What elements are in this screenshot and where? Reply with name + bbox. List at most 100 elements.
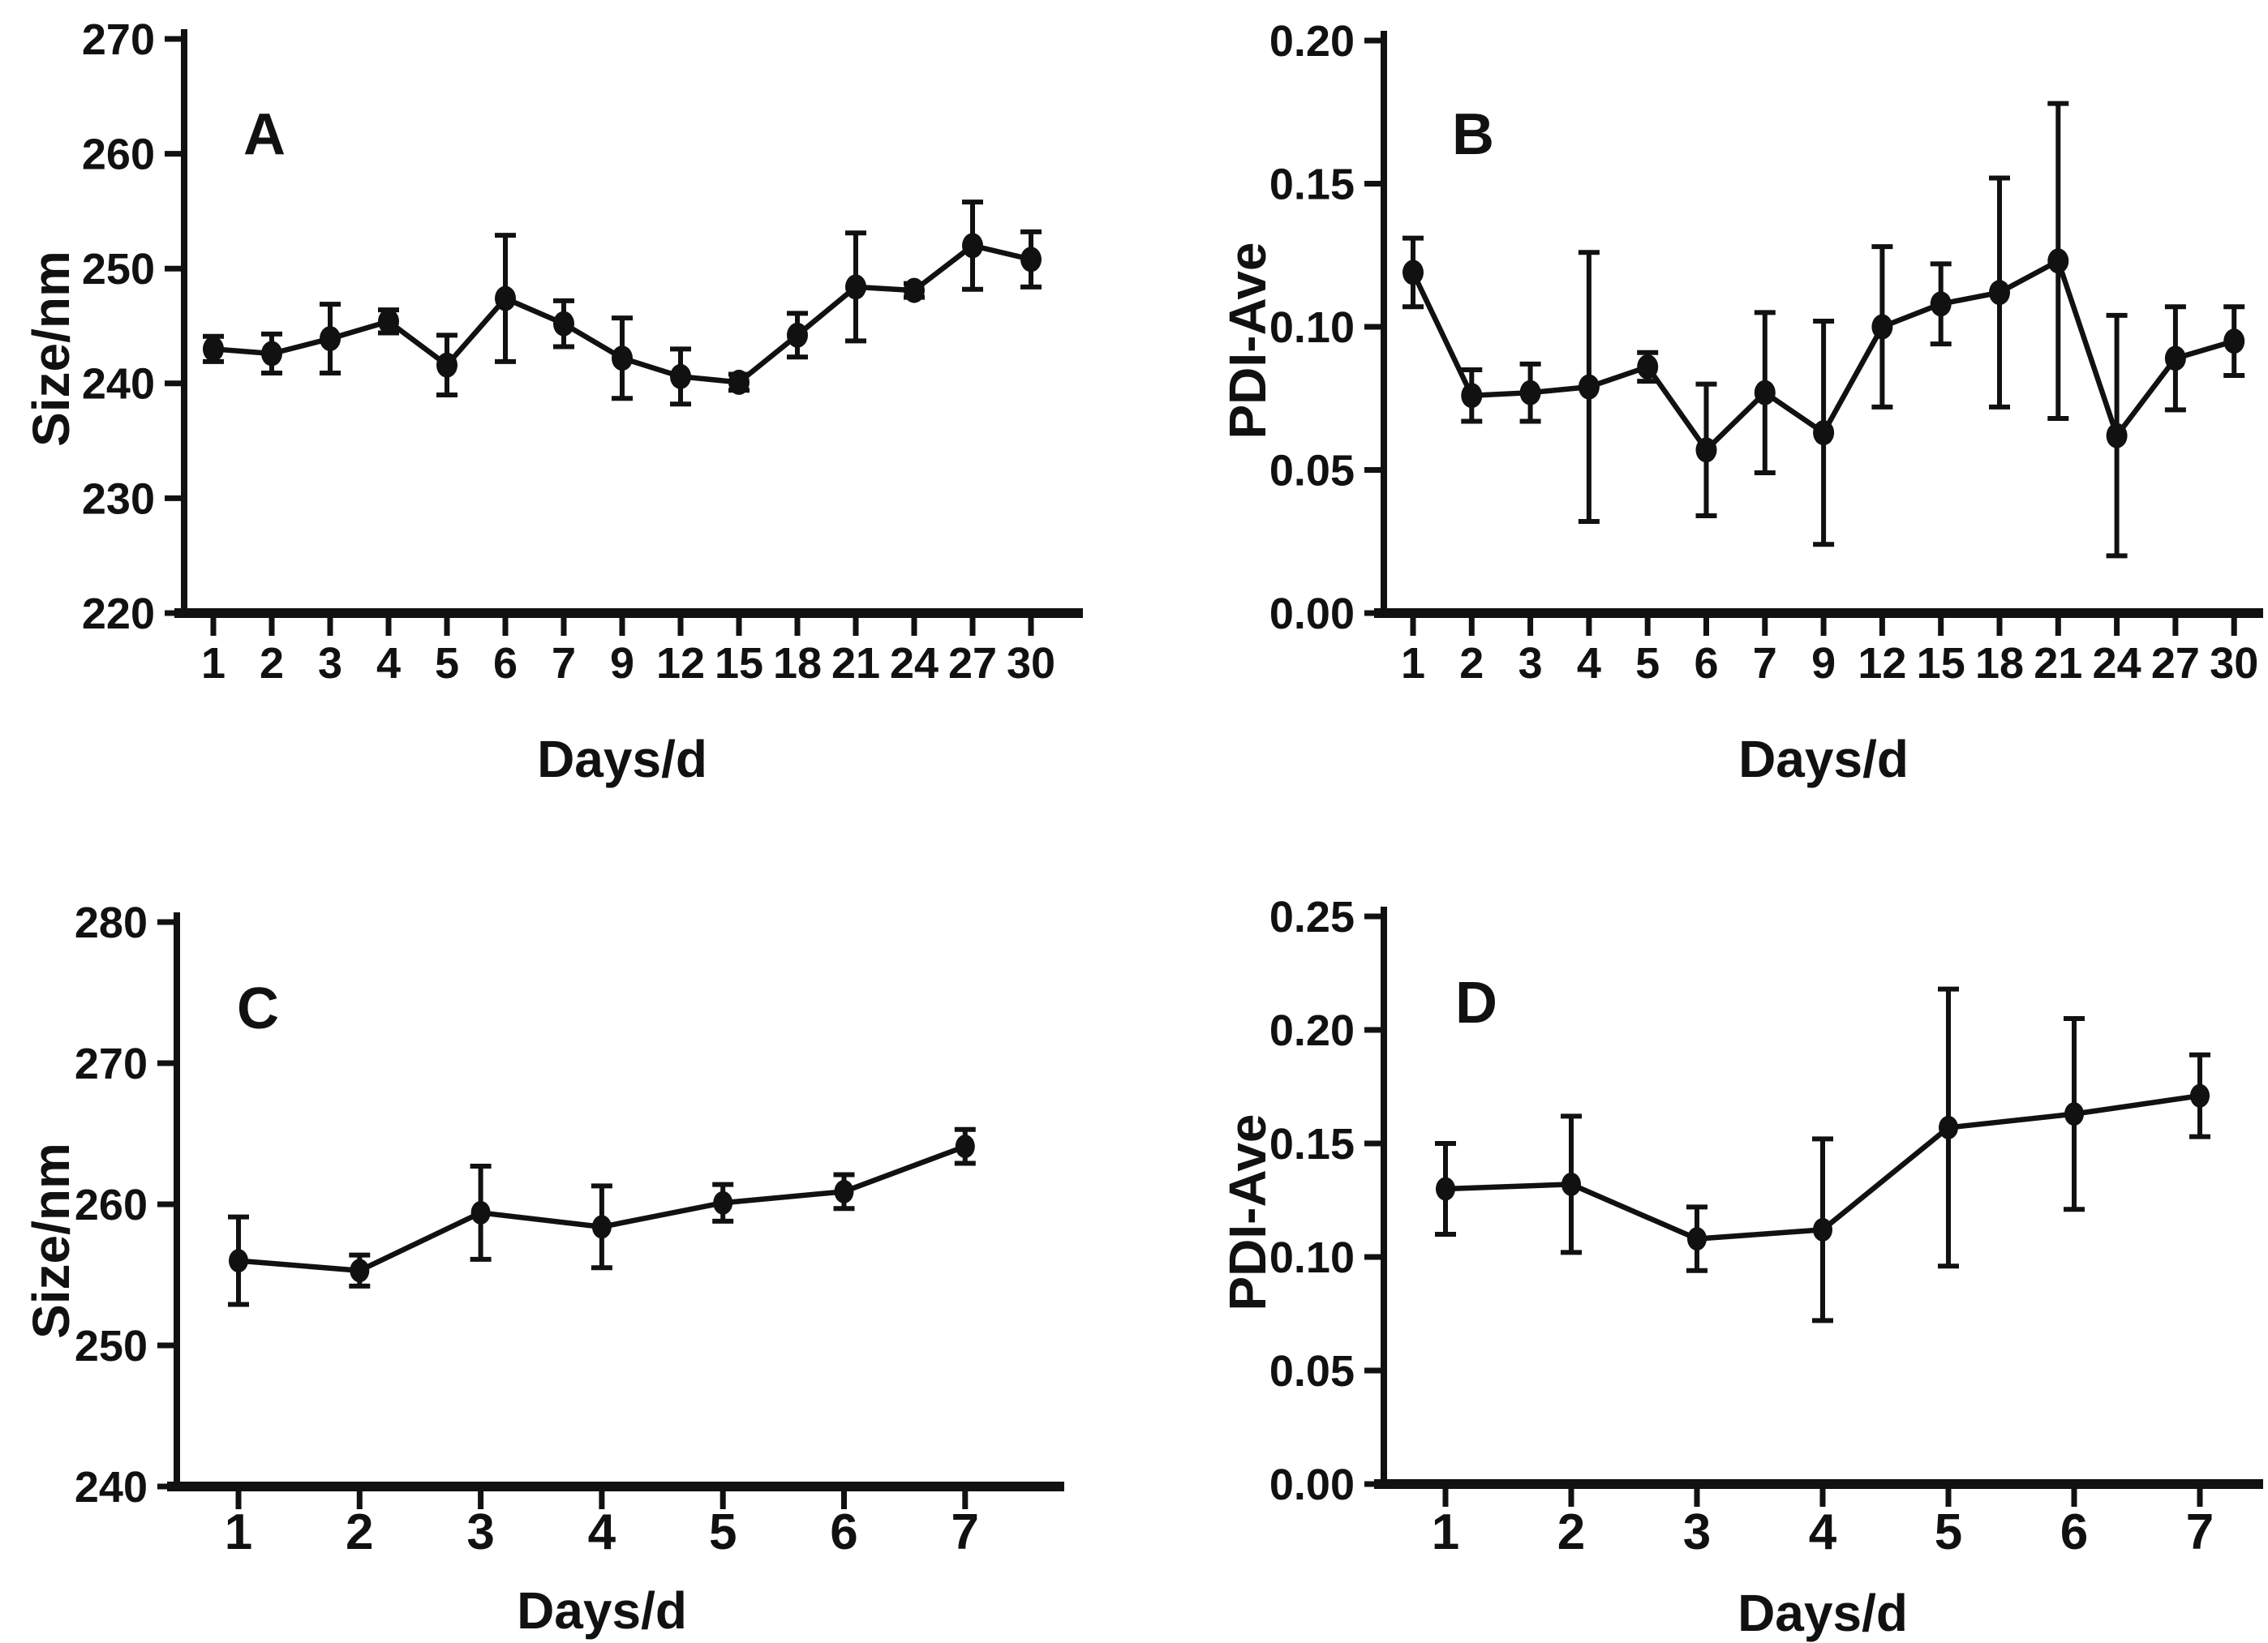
y-tick-label: 0.00 [1269, 1461, 1355, 1509]
x-tick-label: 4 [376, 639, 401, 688]
x-tick-label: 4 [588, 1504, 616, 1560]
x-tick-label: 27 [2151, 639, 2200, 688]
x-tick-label: 30 [1007, 639, 1055, 688]
x-tick-label: 1 [1401, 639, 1425, 688]
y-tick-label: 250 [82, 245, 155, 294]
data-point [1754, 380, 1776, 405]
data-point [2047, 248, 2069, 274]
x-tick-label: 21 [831, 639, 880, 688]
panel-c-y-axis-title: Size/nm [22, 1143, 80, 1339]
x-tick-label: 5 [1935, 1504, 1962, 1560]
y-tick-label: 0.20 [1269, 17, 1355, 66]
data-point [955, 1135, 975, 1159]
panel-d-plot-area: 0.00 0.05 0.10 0.15 0.20 0.25 1 2 3 4 5 6 7 [1269, 893, 2263, 1560]
data-point [1813, 1217, 1832, 1242]
data-point [1989, 280, 2010, 306]
data-point [787, 322, 808, 348]
data-point [834, 1179, 854, 1203]
data-point [1939, 1115, 1958, 1139]
x-tick-label: 15 [715, 639, 763, 688]
data-point [1687, 1227, 1707, 1251]
y-tick-label: 0.10 [1269, 303, 1355, 352]
y-tick-label: 220 [82, 590, 155, 638]
data-point [670, 363, 691, 389]
data-point [713, 1190, 733, 1215]
data-point [203, 336, 224, 362]
data-point [495, 285, 516, 311]
panel-b-y-axis-title: PDI-Ave [1218, 242, 1277, 439]
x-tick-label: 21 [2034, 639, 2082, 688]
panel-c-size-chart: 240 250 260 270 280 1 2 3 4 5 6 7 C Days/d Size/nm [22, 899, 1064, 1640]
x-tick-label: 3 [1683, 1504, 1711, 1560]
x-tick-label: 7 [552, 639, 576, 688]
panel-c-plot-area: 240 250 260 270 280 1 2 3 4 5 6 7 [75, 899, 1064, 1560]
data-point [612, 345, 633, 371]
data-point [2064, 1102, 2084, 1126]
x-tick-label: 7 [1753, 639, 1777, 688]
panel-d-letter: D [1455, 971, 1497, 1036]
x-tick-label: 2 [346, 1504, 373, 1560]
data-point [1020, 247, 1042, 272]
y-tick-label: 0.15 [1269, 160, 1355, 208]
data-point [1578, 374, 1600, 400]
y-tick-label: 270 [75, 1040, 148, 1088]
data-point [553, 311, 574, 337]
x-tick-label: 7 [2186, 1504, 2214, 1560]
x-tick-label: 2 [260, 639, 284, 688]
data-point [378, 308, 399, 334]
data-point [1519, 380, 1541, 405]
data-point [845, 274, 866, 300]
data-point [1637, 354, 1659, 380]
x-tick-label: 3 [466, 1504, 494, 1560]
data-point [1695, 437, 1717, 463]
panel-b-x-axis-title: Days/d [1738, 730, 1909, 788]
x-tick-label: 2 [1557, 1504, 1585, 1560]
x-tick-label: 3 [1518, 639, 1543, 688]
panel-d-x-axis-title: Days/d [1738, 1584, 1908, 1642]
data-point [2164, 345, 2186, 371]
y-tick-label: 0.00 [1269, 590, 1355, 638]
x-tick-label: 24 [890, 639, 939, 688]
data-point [1461, 383, 1483, 409]
y-tick-label: 240 [75, 1463, 148, 1512]
x-tick-label: 4 [1577, 639, 1601, 688]
panel-a-y-axis-title: Size/nm [22, 251, 80, 447]
data-point [470, 1200, 491, 1225]
x-tick-label: 6 [1694, 639, 1718, 688]
y-tick-label: 250 [75, 1322, 148, 1371]
x-tick-label: 12 [656, 639, 705, 688]
y-tick-label: 0.10 [1269, 1233, 1355, 1282]
x-tick-label: 24 [2093, 639, 2141, 688]
x-tick-label: 3 [318, 639, 342, 688]
data-point [2190, 1083, 2210, 1108]
data-point [1813, 420, 1835, 446]
x-tick-label: 27 [948, 639, 997, 688]
data-point [229, 1249, 248, 1273]
x-tick-label: 6 [830, 1504, 857, 1560]
data-point [261, 341, 282, 367]
x-tick-label: 2 [1459, 639, 1484, 688]
y-tick-label: 230 [82, 474, 155, 523]
y-tick-label: 0.15 [1269, 1120, 1355, 1169]
panel-b-letter: B [1452, 102, 1494, 167]
x-tick-label: 9 [610, 639, 634, 688]
y-tick-label: 0.05 [1269, 1347, 1355, 1396]
y-tick-label: 240 [82, 360, 155, 409]
panel-d-pdi-chart: 0.00 0.05 0.10 0.15 0.20 0.25 1 2 3 4 5 6 7 D Days/d… [1218, 893, 2263, 1642]
x-tick-label: 1 [201, 639, 226, 688]
data-point [591, 1215, 612, 1239]
panel-d-y-axis-title: PDI-Ave [1218, 1113, 1277, 1311]
y-tick-label: 260 [75, 1181, 148, 1229]
y-tick-label: 0.05 [1269, 446, 1355, 495]
x-tick-label: 6 [493, 639, 518, 688]
data-point [1402, 260, 1424, 285]
data-point [1930, 291, 1952, 317]
x-tick-label: 7 [951, 1504, 979, 1560]
y-tick-label: 0.20 [1269, 1006, 1355, 1055]
data-point [1871, 314, 1893, 340]
x-tick-label: 5 [1635, 639, 1660, 688]
x-tick-label: 5 [435, 639, 459, 688]
data-point [2223, 328, 2245, 354]
